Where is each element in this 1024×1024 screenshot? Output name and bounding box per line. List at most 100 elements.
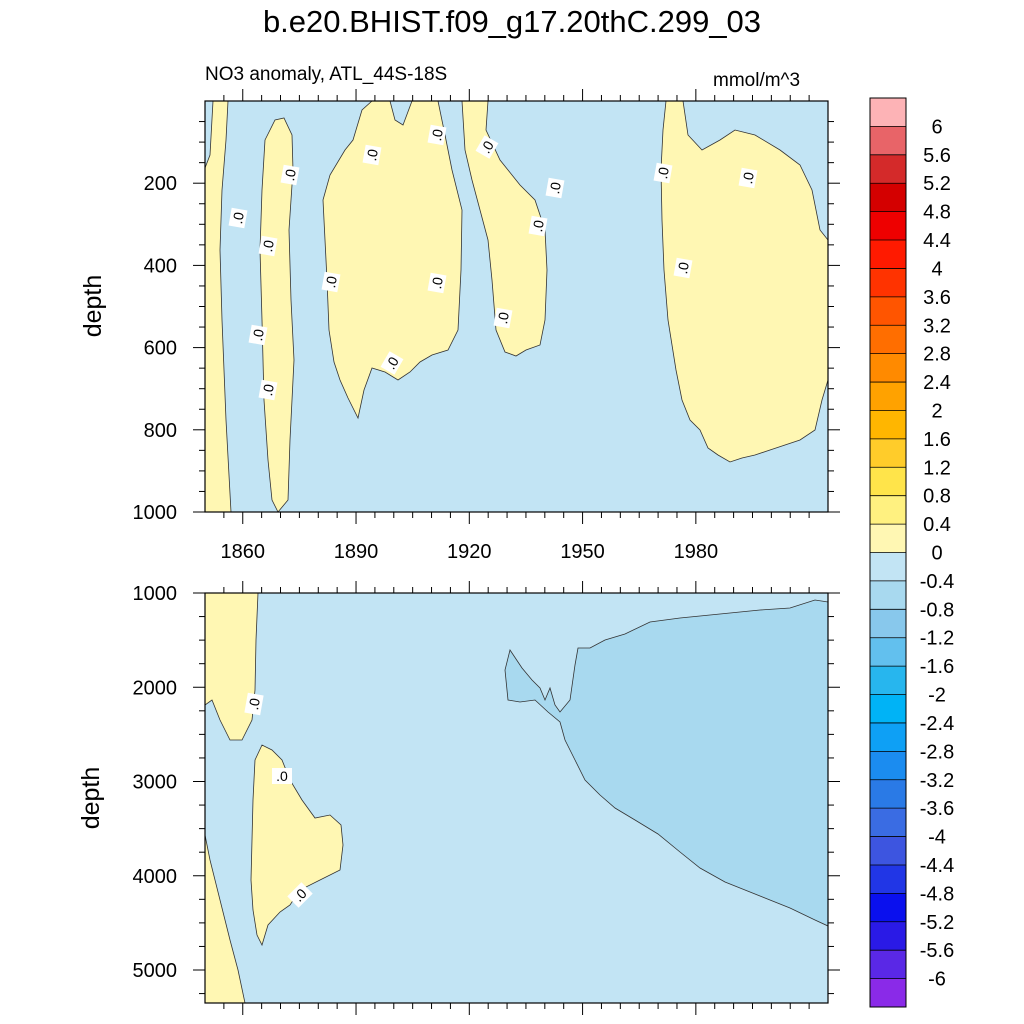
colorbar-label: -2.8 — [920, 741, 954, 763]
upper-y-tick-label-1000: 1000 — [133, 502, 178, 524]
colorbar-box-7 — [870, 268, 906, 298]
x-tick-label-1950: 1950 — [560, 541, 605, 563]
upper-positive-region-4 — [461, 101, 548, 357]
svg-text:.0: .0 — [529, 219, 547, 233]
colorbar-box-26 — [870, 808, 906, 837]
contour-label-upper-7: .0 — [362, 144, 382, 166]
contour-label-upper-2: .0 — [258, 235, 278, 257]
lower-y-tick-label-1000: 1000 — [133, 583, 178, 605]
colorbar-box-10 — [870, 353, 906, 383]
svg-text:.0: .0 — [259, 383, 277, 397]
lower-y-tick-label-5000: 5000 — [133, 960, 178, 982]
upper-positive-region-1 — [205, 101, 232, 512]
colorbar-label: 0.8 — [923, 486, 951, 508]
lower-panel: .0 .0 .0 — [205, 593, 828, 1003]
x-tick-label-1890: 1890 — [334, 541, 379, 563]
colorbar-box-12 — [870, 410, 906, 440]
colorbar-box-17 — [870, 552, 906, 582]
svg-text:.0: .0 — [229, 211, 247, 225]
contour-label-upper-8: .0 — [380, 351, 404, 375]
colorbar-label: 5.2 — [923, 173, 951, 195]
colorbar-box-27 — [870, 836, 906, 866]
colorbar-box-19 — [870, 609, 906, 639]
svg-text:.0: .0 — [363, 148, 381, 162]
upper-y-tick-label-600: 600 — [144, 338, 177, 360]
colorbar-box-6 — [870, 240, 906, 269]
colorbar-label: -5.6 — [920, 940, 954, 962]
upper-y-axis-title: depth — [79, 275, 107, 338]
colorbar-box-24 — [870, 751, 906, 781]
contour-label-upper-11: .0 — [475, 135, 499, 159]
colorbar-label: 2 — [931, 400, 942, 422]
colorbar-label: -2.4 — [920, 713, 954, 735]
contour-label-upper-12: .0 — [493, 307, 513, 329]
chart-subtitle: NO3 anomaly, ATL_44S-18S — [205, 64, 448, 85]
contour-label-upper-15: .0 — [653, 162, 673, 184]
svg-text:.0: .0 — [249, 328, 267, 342]
svg-text:.0: .0 — [674, 261, 692, 275]
axes: 1860 1890 1920 1950 1980 200 400 600 800 1000 1000… — [77, 89, 840, 1015]
contour-label-upper-3: .0 — [248, 324, 268, 346]
colorbar-box-20 — [870, 637, 906, 667]
svg-text:.0: .0 — [281, 168, 299, 182]
colorbar-label: -1.2 — [920, 628, 954, 650]
colorbar-box-30 — [870, 921, 906, 951]
colorbar-label: -4.4 — [920, 855, 954, 877]
colorbar-box-5 — [870, 211, 906, 241]
colorbar-label: -4.8 — [920, 883, 954, 905]
lower-positive-region-1 — [205, 593, 259, 741]
contour-label-lower-2: .0 — [272, 768, 292, 784]
svg-text:.0: .0 — [654, 166, 672, 180]
colorbar-label: 0.4 — [923, 514, 951, 536]
contour-label-upper-6: .0 — [321, 271, 341, 293]
colorbar-label: -3.2 — [920, 770, 954, 792]
lower-y-axis-title: depth — [77, 767, 105, 830]
upper-y-tick-label-800: 800 — [144, 420, 177, 442]
upper-positive-region-2 — [259, 117, 295, 512]
colorbar-box-25 — [870, 779, 906, 809]
chart-title: b.e20.BHIST.f09_g17.20thC.299_03 — [262, 4, 762, 39]
colorbar-label: -6 — [928, 969, 946, 991]
lower-y-tick-label-2000: 2000 — [133, 677, 178, 699]
upper-panel: .0 .0 .0 .0 .0 .0 .0 .0 .0 .0 .0 .0 .0 .0 .0 .0 .0 — [205, 101, 828, 512]
colorbar-label: 0 — [931, 543, 942, 565]
lower-frame — [204, 592, 829, 1004]
contour-label-upper-16: .0 — [673, 257, 693, 279]
colorbar-box-4 — [870, 183, 906, 212]
colorbar-frame — [869, 97, 907, 1008]
contour-label-lower-3: .0 — [287, 882, 313, 908]
colorbar-box-9 — [870, 325, 906, 354]
colorbar: 6 5.6 5.2 4.8 4.4 4 3.6 3.2 2.8 2.4 2 1.6 1.2 0.8 0.4 0… — [869, 97, 954, 1008]
svg-text:.0: .0 — [322, 275, 340, 289]
contour-label-upper-1: .0 — [228, 207, 248, 229]
svg-text:.0: .0 — [428, 276, 446, 290]
colorbar-label: 4.8 — [923, 202, 951, 224]
colorbar-label: 1.6 — [923, 429, 951, 451]
colorbar-box-1 — [870, 98, 906, 127]
colorbar-label: 4.4 — [923, 230, 951, 252]
x-tick-label-1860: 1860 — [221, 541, 266, 563]
colorbar-box-3 — [870, 154, 906, 184]
lower-y-tick-label-4000: 4000 — [133, 866, 178, 888]
colorbar-label: -0.4 — [920, 571, 954, 593]
x-tick-label-1920: 1920 — [447, 541, 492, 563]
x-tick-label-1980: 1980 — [674, 541, 719, 563]
svg-text:.0: .0 — [739, 171, 757, 185]
colorbar-label: -5.2 — [920, 912, 954, 934]
colorbar-box-23 — [870, 722, 906, 752]
colorbar-label: 3.2 — [923, 315, 951, 337]
colorbar-box-21 — [870, 666, 906, 695]
colorbar-label: 3.6 — [923, 287, 951, 309]
svg-text:.0: .0 — [259, 239, 277, 253]
colorbar-label: 6 — [931, 116, 942, 138]
contour-label-upper-4: .0 — [258, 379, 278, 401]
upper-y-tick-label-200: 200 — [144, 173, 177, 195]
colorbar-box-8 — [870, 296, 906, 326]
svg-text:.0: .0 — [494, 311, 512, 325]
colorbar-box-22 — [870, 694, 906, 724]
colorbar-label: 2.4 — [923, 372, 951, 394]
svg-text:.0: .0 — [428, 128, 446, 142]
svg-text:.0: .0 — [546, 181, 564, 195]
colorbar-box-32 — [870, 978, 906, 1008]
colorbar-label: 5.6 — [923, 145, 951, 167]
